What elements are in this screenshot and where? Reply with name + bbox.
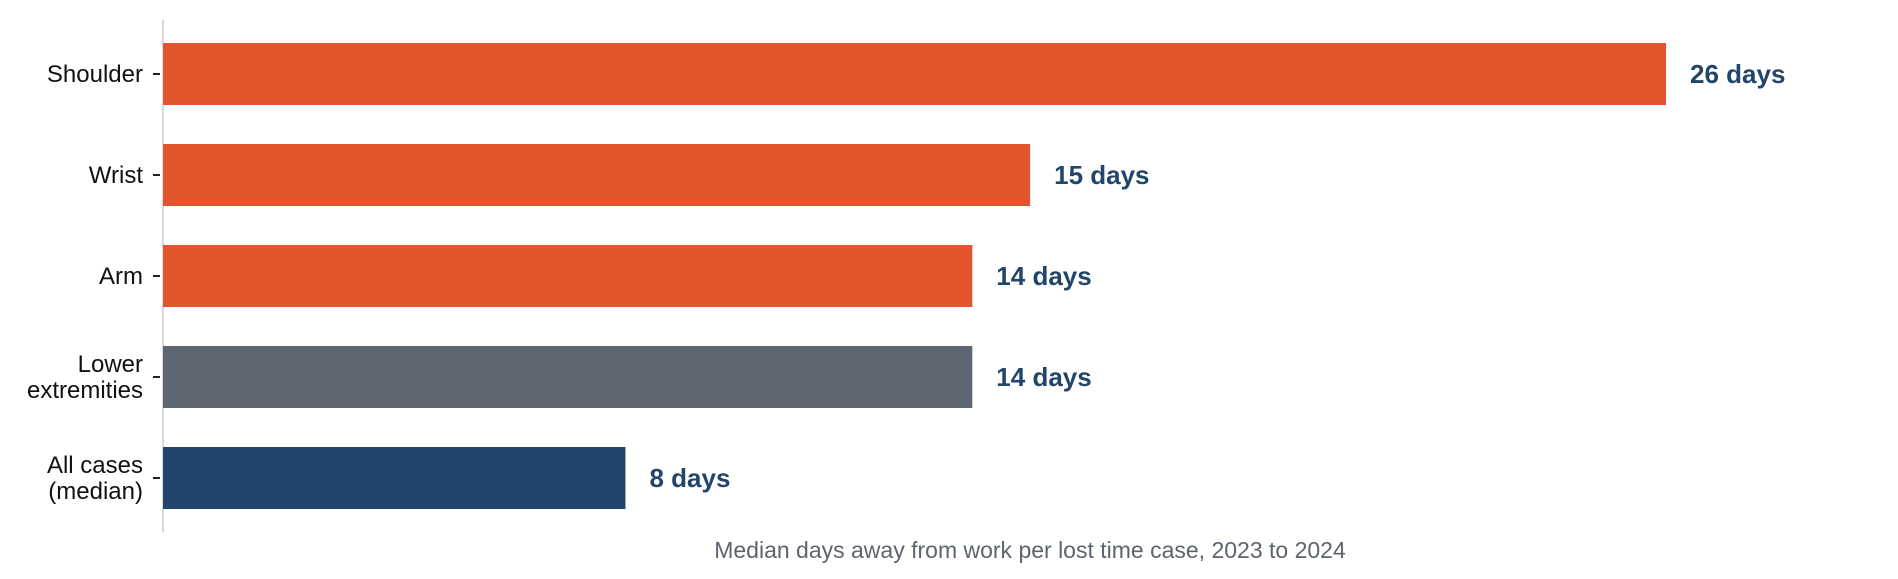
value-label: 26 days: [1690, 59, 1785, 89]
bars-layer: Shoulder 26 days Wrist 15 days Arm 14 days Low…: [27, 43, 1785, 509]
bar-2: [163, 144, 1031, 206]
value-label: 15 days: [1054, 160, 1149, 190]
bar-3: [163, 245, 973, 307]
category-label: Arm: [99, 263, 143, 290]
bar-5: [163, 447, 626, 509]
category-label: All cases (median): [47, 452, 143, 505]
value-label: 14 days: [996, 362, 1091, 392]
category-label: Lower extremities: [27, 351, 143, 404]
category-label: Shoulder: [47, 61, 143, 88]
x-axis-title: Median days away from work per lost time…: [714, 537, 1346, 563]
category-label: Wrist: [89, 162, 144, 189]
bar-4: [163, 346, 973, 408]
value-label: 8 days: [649, 463, 730, 493]
bar-1: [163, 43, 1666, 105]
value-label: 14 days: [996, 261, 1091, 291]
